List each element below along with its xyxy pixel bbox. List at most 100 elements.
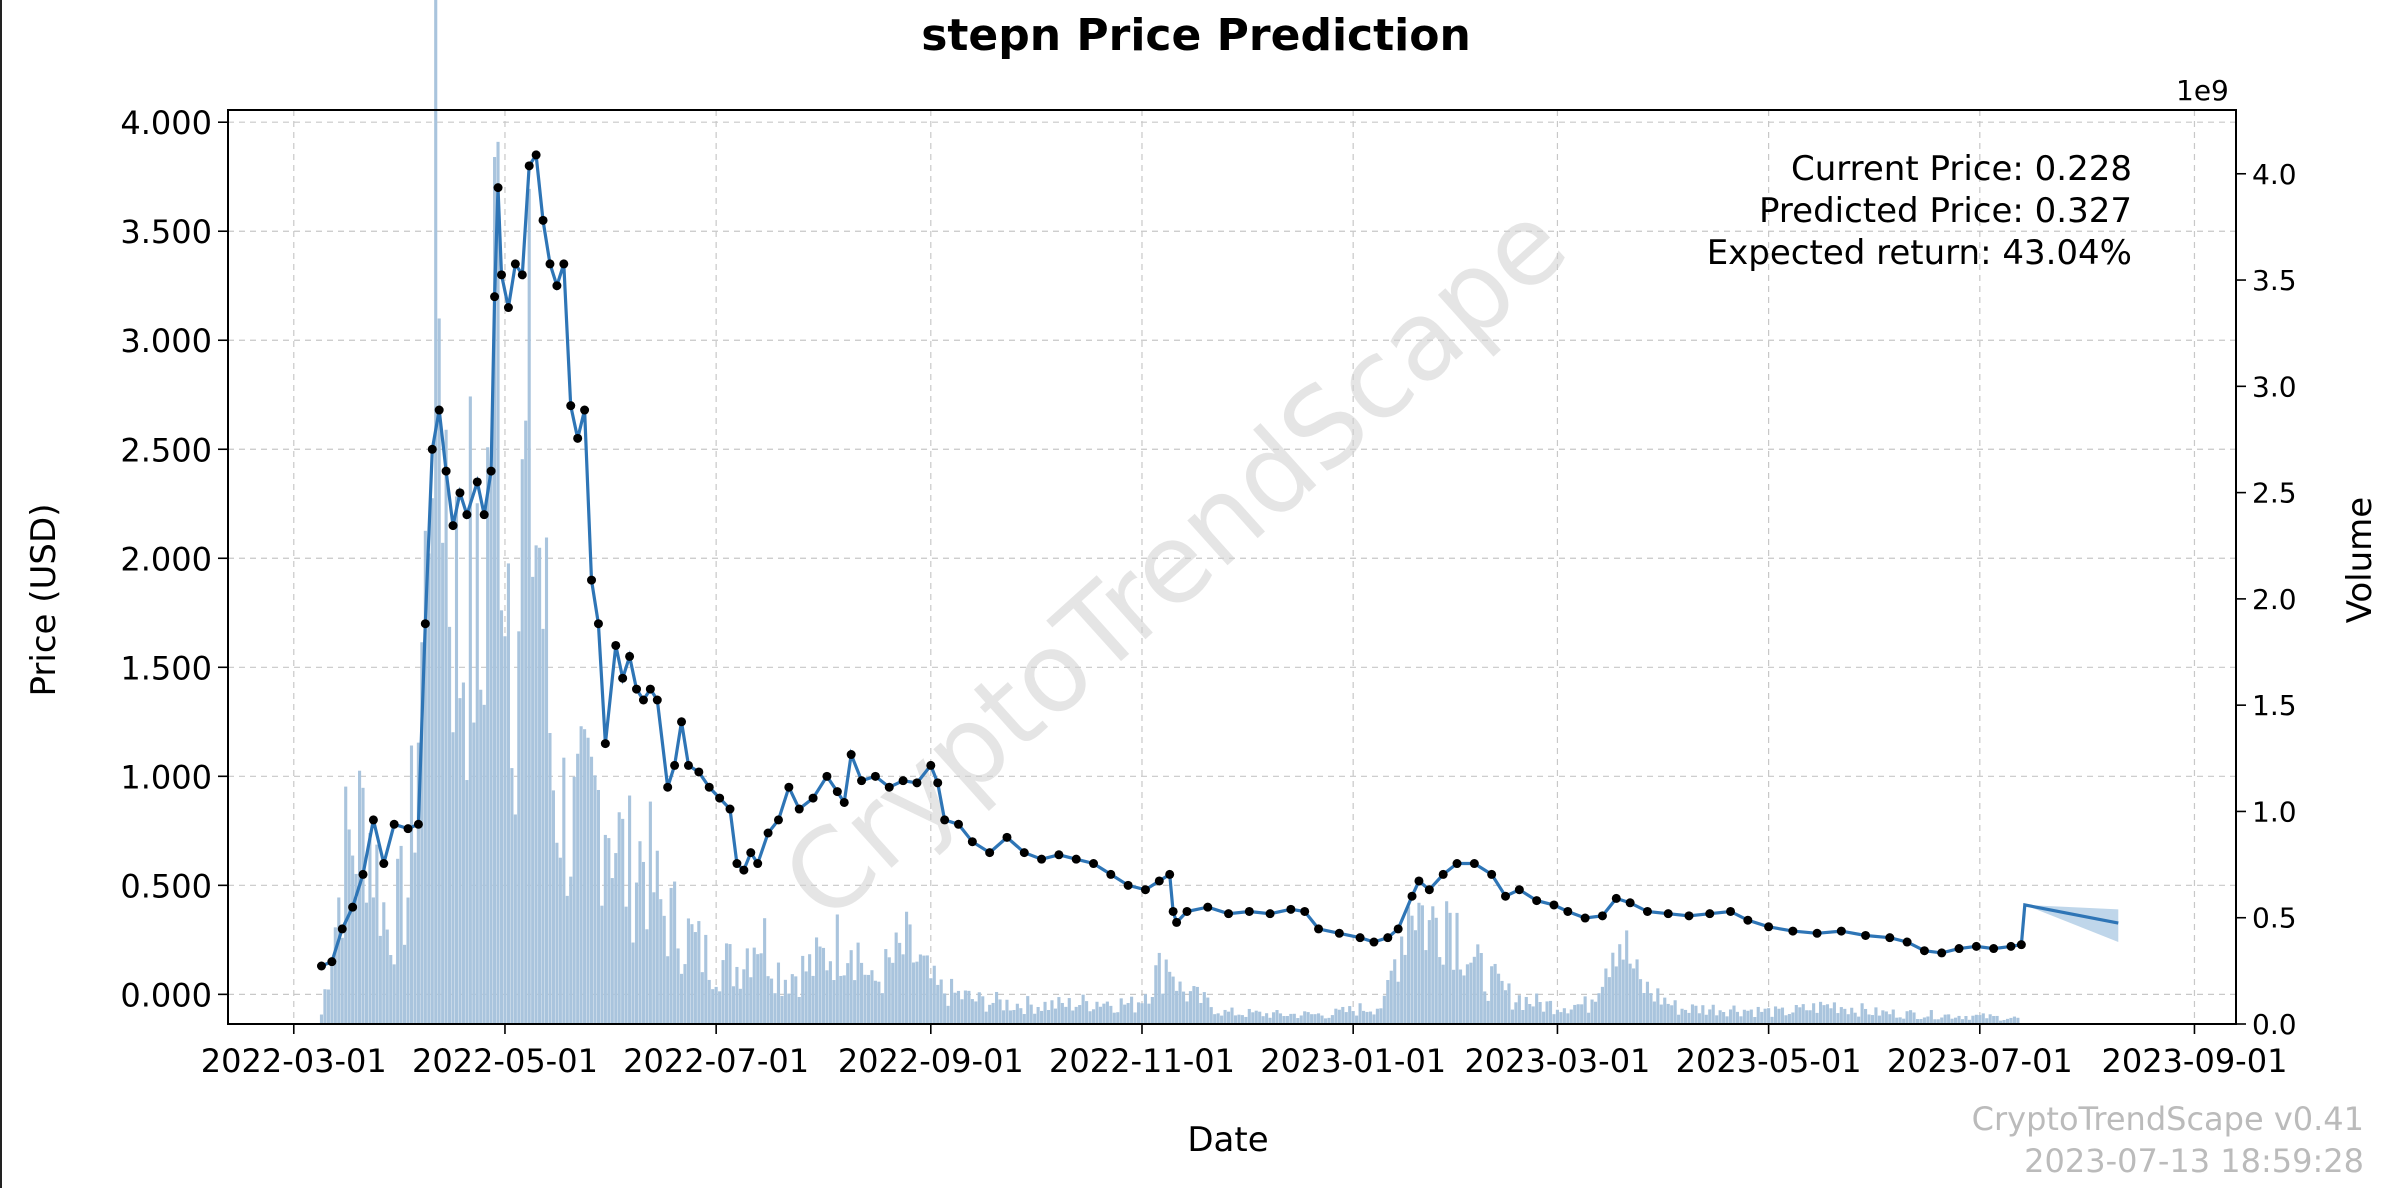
x-tick-label: 2022-11-01 [1049,1042,1235,1080]
volume-bar [1102,1003,1106,1024]
price-point [967,837,977,847]
volume-bars [319,0,2020,1025]
volume-bar [728,944,732,1024]
volume-bar [1168,971,1172,1024]
volume-bar [814,937,819,1024]
price-point [455,488,465,498]
volume-bar [1040,1010,1044,1024]
volume-bar [1666,1003,1670,1024]
volume-bar [669,887,673,1024]
volume-bar [1715,1015,1719,1024]
volume-bar [1777,1008,1781,1024]
y-right-tick-label: 3.5 [2252,264,2297,297]
volume-bar [1950,1018,1954,1024]
volume-bar [1438,957,1442,1024]
price-point [524,161,534,171]
volume-bar [1078,1005,1082,1024]
volume-bar [1074,1006,1078,1024]
volume-bar [894,932,898,1024]
volume-bar [1528,1004,1532,1024]
volume-bar [1458,969,1463,1024]
price-point [1054,850,1064,860]
price-point [389,819,399,829]
volume-bar [780,995,784,1024]
price-point [1037,854,1047,864]
y-right-tick-label: 1.0 [2252,795,2297,828]
volume-bar [1625,930,1629,1024]
x-tick-label: 2022-03-01 [201,1042,387,1080]
volume-bar [690,924,694,1024]
volume-bar [932,965,936,1024]
price-point [448,521,458,531]
volume-bar [1386,979,1390,1024]
volume-bar [1254,1010,1258,1024]
volume-bar [1469,962,1473,1024]
volume-bar [811,975,815,1024]
volume-bar [1642,992,1646,1024]
volume-bar [1348,1006,1352,1024]
price-point [822,771,832,781]
volume-bar [908,924,912,1024]
volume-bar [1081,994,1085,1024]
volume-bar [427,553,431,1024]
volume-bar [496,141,500,1024]
volume-bar [1206,997,1210,1024]
volume-bar [1140,1003,1144,1024]
volume-bar [1500,980,1504,1024]
volume-bar [1358,1003,1362,1024]
volume-bar [1708,1009,1712,1024]
axes: 2022-03-01 2022-05-01 2022-07-01 2022-09-01… [120,104,2296,1080]
volume-bar [1933,1019,1937,1024]
volume-bar [1767,1008,1771,1024]
x-tick-label: 2023-03-01 [1464,1042,1650,1080]
volume-bar [1763,1008,1767,1024]
volume-bar [409,745,414,1024]
price-point [985,848,995,858]
volume-bar [1580,1004,1584,1024]
volume-bar [1175,990,1179,1024]
volume-bar [1832,1002,1836,1024]
y-right-tick-label: 1.5 [2252,689,2297,722]
volume-bar [351,855,355,1024]
volume-bar [960,999,964,1024]
volume-bar [787,993,791,1024]
price-point [559,259,569,269]
price-point [486,466,496,476]
volume-bar [1587,1012,1591,1024]
volume-bar [1808,1010,1812,1024]
volume-bar [1981,1013,1985,1024]
volume-bar [583,729,587,1024]
volume-bar [1136,1002,1141,1024]
volume-bar [1829,1008,1833,1024]
volume-bar [610,878,614,1024]
volume-bar [430,498,434,1024]
price-point [1611,893,1621,903]
volume-bar [1029,1004,1033,1024]
volume-bar [970,999,974,1024]
volume-bar [1857,1016,1861,1024]
y-right-tick-label: 2.0 [2252,583,2297,616]
volume-bar [756,954,760,1024]
volume-bar [1611,952,1615,1024]
volume-bar [963,990,967,1024]
volume-bar [1756,1006,1760,1024]
volume-bar [759,953,763,1024]
volume-bar [967,990,971,1024]
volume-bar [1320,1015,1324,1024]
price-point [652,695,662,705]
volume-bar [686,918,691,1024]
price-point [517,270,527,280]
volume-bar [766,976,770,1024]
price-point [1224,909,1234,919]
volume-bar [562,757,566,1024]
volume-bar [551,790,555,1024]
volume-bar [441,542,445,1024]
price-point [933,778,943,788]
volume-bar [1043,1001,1047,1024]
volume-bar [1971,1015,1975,1024]
volume-bar [565,895,569,1024]
volume-bar [1071,1010,1075,1024]
volume-bar [974,1001,978,1024]
price-point [327,957,337,967]
volume-bar [1022,1014,1026,1024]
